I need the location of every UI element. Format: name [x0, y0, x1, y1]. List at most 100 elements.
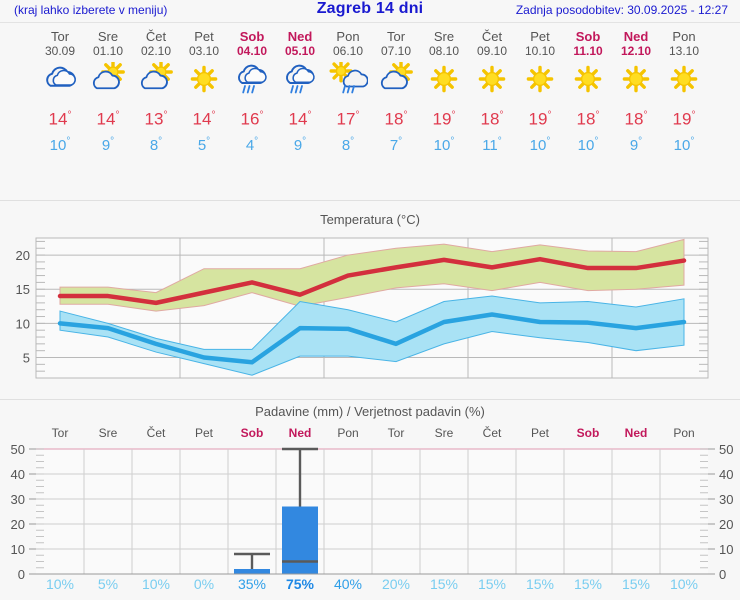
page-header: (kraj lahko izberete v meniju) Zagreb 14…: [0, 0, 740, 22]
max-temperature: 14°: [96, 109, 120, 129]
forecast-day-column[interactable]: Pon 06.10 17° 8°: [322, 23, 374, 155]
precipitation-day-label: Ned: [288, 426, 312, 440]
max-temperature: 19°: [432, 109, 456, 129]
forecast-day-column[interactable]: Pet 03.10 14° 5°: [178, 23, 230, 155]
sun-rain-icon: [322, 62, 374, 100]
day-of-week: Sob: [239, 29, 265, 44]
precipitation-day-label: Pet: [194, 426, 213, 440]
max-temperature: 16°: [240, 109, 264, 129]
day-date: 30.09: [44, 44, 76, 58]
precipitation-day-label: Čet: [482, 426, 502, 440]
precipitation-probability: 15%: [477, 576, 507, 592]
max-temperature: 19°: [528, 109, 552, 129]
svg-text:10: 10: [16, 316, 30, 331]
precipitation-probability: 10%: [141, 576, 171, 592]
svg-text:20: 20: [16, 248, 30, 263]
sunny-icon: [610, 62, 662, 100]
location-hint: (kraj lahko izberete v meniju): [14, 3, 168, 17]
precipitation-day-label: Sob: [576, 426, 600, 440]
svg-text:10: 10: [11, 542, 25, 557]
svg-text:10: 10: [719, 542, 733, 557]
day-date: 07.10: [380, 44, 412, 58]
max-temperature: 17°: [336, 109, 360, 129]
temperature-chart-title: Temperatura (°C): [320, 212, 420, 227]
day-of-week: Pet: [530, 29, 550, 44]
precipitation-day-label: Pon: [673, 426, 695, 440]
min-temperature: 5°: [197, 135, 211, 154]
precipitation-probability: 10%: [45, 576, 75, 592]
svg-text:5: 5: [23, 351, 30, 366]
precipitation-day-label: Tor: [51, 426, 69, 440]
forecast-day-column[interactable]: Pon 13.10 19° 10°: [658, 23, 710, 155]
precipitation-probability: 10%: [669, 576, 699, 592]
max-temperature: 14°: [48, 109, 72, 129]
min-temperature: 10°: [673, 135, 695, 154]
forecast-day-column[interactable]: Tor 07.10 18° 7°: [370, 23, 422, 155]
rain-icon: [274, 62, 326, 100]
max-temperature: 18°: [624, 109, 648, 129]
max-temperature: 18°: [576, 109, 600, 129]
max-temperature: 14°: [288, 109, 312, 129]
precipitation-probability-row: 10% 5% 10% 0% 35% 75% 40% 20% 15% 15% 15% 15% 15% 10%: [0, 576, 740, 596]
day-date: 06.10: [332, 44, 364, 58]
forecast-day-column[interactable]: Sre 08.10 19° 10°: [418, 23, 470, 155]
day-of-week: Pon: [336, 29, 360, 44]
forecast-day-column[interactable]: Pet 10.10 19° 10°: [514, 23, 566, 155]
precipitation-day-label: Pon: [337, 426, 359, 440]
sunny-icon: [466, 62, 518, 100]
svg-text:15: 15: [16, 282, 30, 297]
day-date: 04.10: [236, 44, 268, 58]
forecast-day-column[interactable]: Sob 11.10 18° 10°: [562, 23, 614, 155]
precipitation-chart-title: Padavine (mm) / Verjetnost padavin (%): [255, 404, 485, 419]
precipitation-probability: 15%: [621, 576, 651, 592]
day-of-week: Čet: [481, 29, 503, 44]
day-date: 11.10: [573, 44, 603, 58]
svg-text:30: 30: [11, 492, 25, 507]
svg-text:20: 20: [11, 517, 25, 532]
min-temperature: 9°: [101, 135, 115, 154]
forecast-day-column[interactable]: Čet 09.10 18° 11°: [466, 23, 518, 155]
day-date: 05.10: [284, 44, 316, 58]
day-of-week: Pon: [672, 29, 696, 44]
forecast-day-column[interactable]: Sre 01.10 14° 9°: [82, 23, 134, 155]
svg-text:30: 30: [719, 492, 733, 507]
section-divider-top: [0, 200, 740, 201]
forecast-day-column[interactable]: Ned 05.10 14° 9°: [274, 23, 326, 155]
precipitation-probability: 5%: [97, 576, 119, 592]
partly-sunny-icon: [82, 62, 134, 100]
day-of-week: Sob: [575, 29, 601, 44]
partly-sunny-icon: [130, 62, 182, 100]
svg-text:40: 40: [11, 467, 25, 482]
day-date: 02.10: [140, 44, 172, 58]
min-temperature: 8°: [341, 135, 355, 154]
precipitation-day-label: Čet: [146, 426, 166, 440]
sunny-icon: [178, 62, 230, 100]
day-of-week: Čet: [145, 29, 167, 44]
cloudy-icon: [34, 62, 86, 100]
page-title: Zagreb 14 dni: [316, 0, 424, 17]
day-date: 01.10: [92, 44, 124, 58]
day-of-week: Pet: [194, 29, 214, 44]
precipitation-day-labels: Tor Sre Čet Pet Sob Ned Pon Tor Sre Čet Pet Sob Ned P…: [0, 426, 740, 442]
forecast-day-column[interactable]: Sob 04.10 16° 4°: [226, 23, 278, 155]
precipitation-day-label: Tor: [387, 426, 405, 440]
day-of-week: Sre: [433, 29, 455, 44]
min-temperature: 10°: [577, 135, 599, 154]
day-date: 12.10: [620, 44, 652, 58]
min-temperature: 4°: [245, 135, 259, 154]
precipitation-probability: 35%: [237, 576, 267, 592]
forecast-day-strip: Tor 30.09 14° 10° Sre 01.10 14° 9° Čet 02.10 13…: [0, 23, 740, 178]
day-date: 10.10: [524, 44, 556, 58]
svg-text:40: 40: [719, 467, 733, 482]
forecast-day-column[interactable]: Tor 30.09 14° 10°: [34, 23, 86, 155]
precipitation-probability: 0%: [193, 576, 215, 592]
sunny-icon: [562, 62, 614, 100]
min-temperature: 8°: [149, 135, 163, 154]
forecast-day-column[interactable]: Čet 02.10 13° 8°: [130, 23, 182, 155]
min-temperature: 9°: [629, 135, 643, 154]
precipitation-chart: Padavine (mm) / Verjetnost padavin (%) T…: [0, 404, 740, 600]
svg-text:0: 0: [719, 567, 726, 582]
day-of-week: Ned: [623, 29, 649, 44]
forecast-day-column[interactable]: Ned 12.10 18° 9°: [610, 23, 662, 155]
